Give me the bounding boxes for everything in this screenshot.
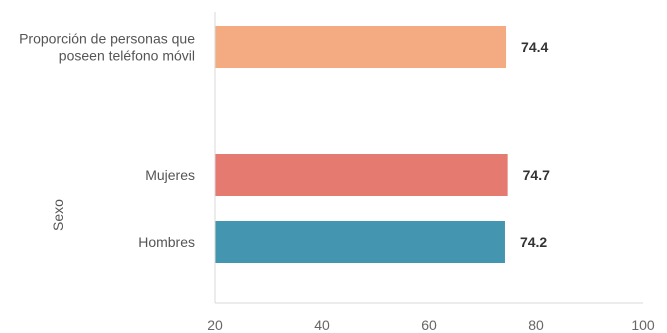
value-labels: 74.4 74.7 74.2: [520, 39, 550, 250]
x-tick-label-3: 80: [528, 317, 544, 333]
bar-1: [215, 154, 508, 196]
bars-group: [215, 26, 508, 263]
category-label-1: Mujeres: [145, 167, 195, 183]
x-tick-label-2: 60: [421, 317, 437, 333]
category-label-0-line-1: poseen teléfono móvil: [59, 48, 195, 64]
value-label-2: 74.2: [520, 234, 547, 250]
category-label-0-line-0: Proporción de personas que: [19, 31, 195, 47]
x-tick-label-4: 100: [631, 317, 655, 333]
x-tick-labels: 20 40 60 80 100: [207, 317, 655, 333]
y-axis-title: Sexo: [50, 199, 66, 231]
x-tick-label-0: 20: [207, 317, 223, 333]
category-label-2: Hombres: [138, 234, 195, 250]
value-label-1: 74.7: [523, 167, 550, 183]
bar-0: [215, 26, 507, 68]
x-tick-label-1: 40: [314, 317, 330, 333]
value-label-0: 74.4: [521, 39, 548, 55]
bar-2: [215, 221, 505, 263]
